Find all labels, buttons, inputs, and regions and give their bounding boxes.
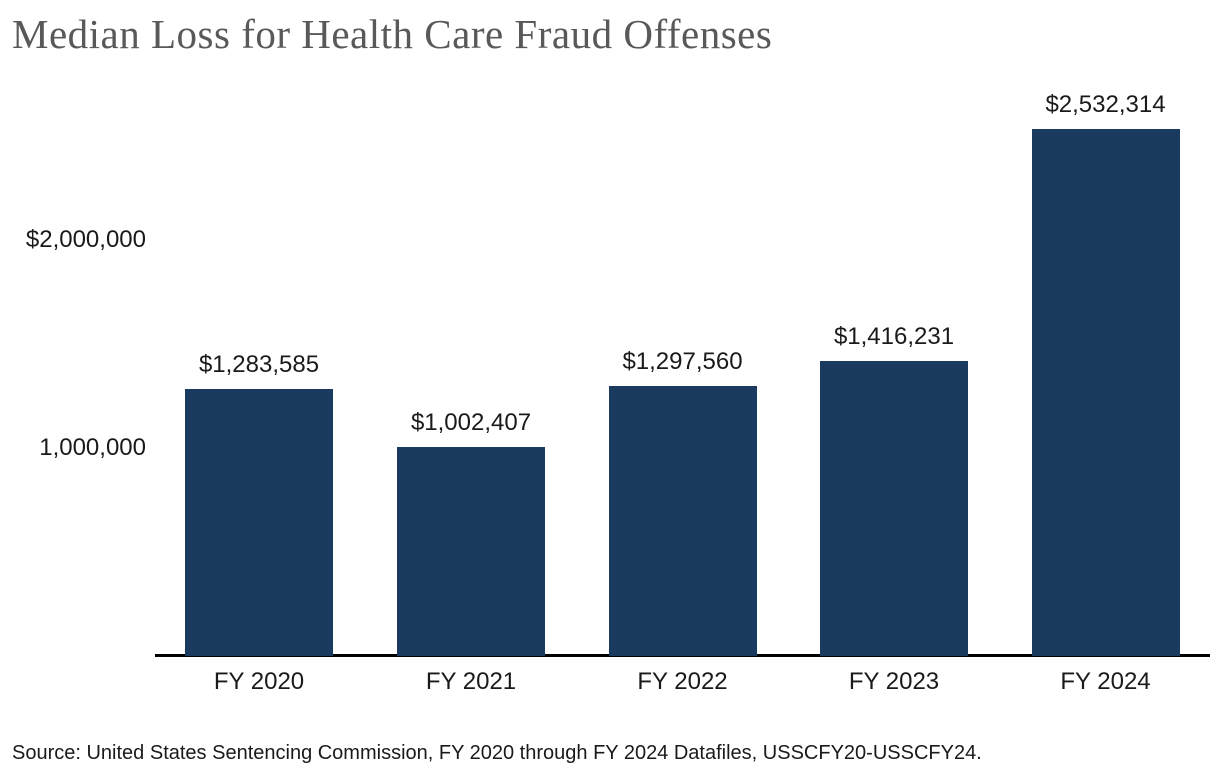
bar-value-label: $1,297,560 <box>622 348 743 376</box>
y-axis-tick-label: $2,000,000 <box>25 226 146 253</box>
bar <box>1031 129 1180 656</box>
y-axis-tick-label: 1,000,000 <box>39 434 146 461</box>
x-axis-label: FY 2024 <box>1060 668 1151 695</box>
bar-value-label: $1,002,407 <box>410 409 532 437</box>
chart-title: Median Loss for Health Care Fraud Offens… <box>12 11 773 57</box>
bar <box>397 447 545 656</box>
x-axis-label: FY 2022 <box>637 668 728 695</box>
bar <box>185 389 333 656</box>
bar <box>608 386 757 656</box>
source-note: Source: United States Sentencing Commiss… <box>12 742 982 764</box>
x-axis-label: FY 2021 <box>425 668 517 695</box>
bar-value-label: $1,283,585 <box>198 351 320 378</box>
x-axis-label: FY 2020 <box>213 668 305 695</box>
bar-value-label: $2,532,314 <box>1045 91 1166 119</box>
bar-value-label: $1,416,231 <box>833 323 955 351</box>
x-axis-label: FY 2023 <box>848 668 940 695</box>
bar <box>820 361 968 656</box>
